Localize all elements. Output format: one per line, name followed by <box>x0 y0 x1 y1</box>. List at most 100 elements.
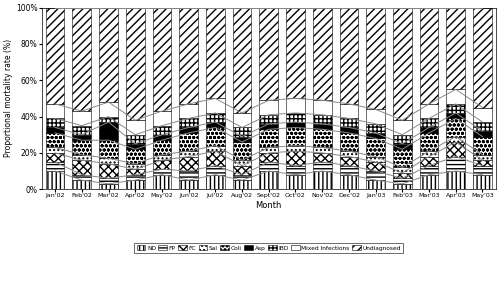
Bar <box>72 180 91 189</box>
Bar <box>366 109 385 124</box>
Bar <box>446 142 465 156</box>
Bar <box>393 8 411 120</box>
Bar <box>366 8 385 109</box>
Bar <box>232 142 252 160</box>
Bar <box>286 122 305 127</box>
Bar <box>152 169 172 175</box>
Bar <box>420 127 438 133</box>
Bar <box>340 175 358 189</box>
Bar <box>46 104 64 118</box>
Bar <box>72 160 91 175</box>
Bar <box>473 8 492 108</box>
Bar <box>366 133 385 138</box>
Bar <box>286 98 305 113</box>
Bar <box>366 156 385 162</box>
Bar <box>473 155 492 160</box>
Bar <box>72 155 91 160</box>
Bar <box>286 175 305 189</box>
Bar <box>313 153 332 162</box>
Bar <box>206 166 225 175</box>
Bar <box>446 137 465 142</box>
Bar <box>473 166 492 175</box>
Bar <box>340 118 358 127</box>
Bar <box>152 8 172 111</box>
Bar <box>99 184 118 189</box>
Bar <box>366 180 385 189</box>
Bar <box>446 118 465 137</box>
Bar <box>232 8 252 113</box>
Bar <box>420 156 438 166</box>
Y-axis label: Proportional mortality rate (%): Proportional mortality rate (%) <box>4 39 13 158</box>
Bar <box>126 120 144 135</box>
Bar <box>473 137 492 155</box>
Bar <box>420 133 438 151</box>
Bar <box>99 178 118 184</box>
Bar <box>260 100 278 115</box>
Bar <box>152 140 172 155</box>
Bar <box>232 137 252 142</box>
Bar <box>286 8 305 98</box>
Bar <box>152 126 172 135</box>
Bar <box>180 171 198 180</box>
Bar <box>180 127 198 133</box>
Bar <box>206 175 225 189</box>
Bar <box>473 160 492 166</box>
Bar <box>232 127 252 137</box>
Bar <box>46 8 64 104</box>
Bar <box>393 167 411 173</box>
Bar <box>180 8 198 104</box>
Bar <box>206 127 225 146</box>
Bar <box>393 184 411 189</box>
Bar <box>260 124 278 129</box>
Bar <box>393 135 411 144</box>
Bar <box>286 127 305 146</box>
Bar <box>126 180 144 189</box>
Bar <box>313 129 332 147</box>
Bar <box>206 98 225 113</box>
Bar <box>313 124 332 129</box>
Bar <box>232 166 252 175</box>
Bar <box>46 147 64 153</box>
Bar <box>126 144 144 149</box>
Bar <box>340 127 358 133</box>
Bar <box>260 162 278 171</box>
Bar <box>46 133 64 147</box>
Bar <box>260 129 278 147</box>
Bar <box>286 146 305 151</box>
Bar <box>420 175 438 189</box>
Bar <box>260 8 278 100</box>
Bar <box>420 8 438 104</box>
Bar <box>180 180 198 189</box>
Bar <box>126 149 144 164</box>
Bar <box>366 171 385 180</box>
Bar <box>180 151 198 156</box>
Bar <box>366 138 385 156</box>
Bar <box>420 104 438 118</box>
Bar <box>180 133 198 151</box>
Legend: ND, FP, FC, Sal, Coli, Asp, IBD, Mixed Infections, Undiagnosed: ND, FP, FC, Sal, Coli, Asp, IBD, Mixed I… <box>134 243 404 253</box>
Bar <box>152 111 172 126</box>
Bar <box>286 113 305 122</box>
Bar <box>46 162 64 171</box>
Bar <box>393 149 411 167</box>
Bar <box>313 100 332 115</box>
Bar <box>152 135 172 140</box>
Bar <box>180 118 198 127</box>
Bar <box>99 164 118 178</box>
Bar <box>206 113 225 122</box>
Bar <box>313 171 332 189</box>
Bar <box>393 144 411 149</box>
Bar <box>340 156 358 166</box>
Bar <box>206 151 225 166</box>
Bar <box>99 117 118 122</box>
Bar <box>473 108 492 122</box>
Bar <box>260 153 278 162</box>
Bar <box>340 8 358 104</box>
Bar <box>393 178 411 184</box>
Bar <box>46 171 64 189</box>
Bar <box>232 180 252 189</box>
Bar <box>126 175 144 180</box>
Bar <box>72 111 91 126</box>
Bar <box>152 175 172 189</box>
Bar <box>340 133 358 151</box>
